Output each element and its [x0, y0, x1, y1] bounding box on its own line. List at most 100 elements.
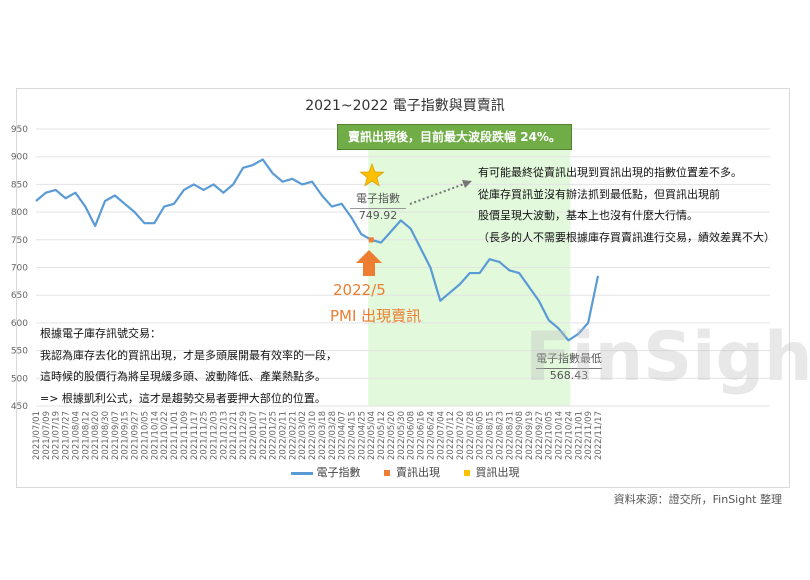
x-tick-label: 2022/04/15	[348, 411, 358, 460]
x-tick-label: 2021/11/25	[200, 411, 210, 460]
sell-callout-name: 電子指數	[350, 190, 406, 209]
left-note: 根據電子庫存訊號交易： 我認為庫存去化的買訊出現，才是多頭展開最有效率的一段， …	[40, 323, 337, 409]
x-tick-label: 2021/09/07	[111, 411, 121, 460]
finsight-watermark: FinSight	[525, 318, 810, 397]
legend-buy-swatch	[463, 470, 470, 476]
y-tick-label: 600	[11, 319, 28, 329]
y-tick-label: 700	[11, 264, 28, 274]
x-tick-label: 2022/05/30	[397, 411, 407, 460]
legend-item-index: 電子指數	[290, 464, 361, 480]
x-tick-label: 2022/10/05	[545, 411, 555, 460]
highlight-box: 賣訊出現後，目前最大波段跌幅 24%。	[337, 124, 572, 150]
y-tick-label: 650	[11, 291, 28, 301]
sell-date-label: 2022/5	[333, 281, 386, 299]
x-tick-label: 2022/05/20	[387, 411, 397, 460]
x-tick-label: 2022/11/09	[584, 411, 594, 460]
sell-signal-label: PMI 出現賣訊	[330, 307, 422, 325]
x-tick-label: 2022/08/23	[495, 411, 505, 460]
x-tick-label: 2021/07/27	[62, 411, 72, 460]
x-tick-label: 2022/07/04	[436, 411, 446, 460]
x-tick-label: 2022/02/11	[279, 411, 289, 460]
x-tick-label: 2022/09/19	[525, 411, 535, 460]
right-note-line: 股價呈現大波動，基本上也沒有什麼大行情。	[478, 209, 698, 222]
sell-callout-value: 749.92	[358, 209, 398, 222]
x-tick-label: 2021/09/27	[131, 411, 141, 460]
index-line	[35, 158, 600, 342]
x-tick-label: 2021/12/13	[219, 411, 229, 460]
legend-item-buy: 買訊出現	[463, 464, 520, 480]
left-note-line: => 根據凱利公式，這才是趨勢交易者要押大部位的位置。	[40, 391, 326, 405]
x-tick-label: 2022/04/07	[338, 411, 348, 460]
x-tick-label: 2021/11/09	[180, 411, 190, 460]
x-tick-label: 2022/06/08	[407, 411, 417, 460]
x-tick-label: 2021/07/01	[32, 411, 42, 460]
x-tick-label: 2021/12/03	[209, 411, 219, 460]
x-tick-label: 2021/10/05	[140, 411, 150, 460]
arrow-head-icon	[462, 180, 472, 188]
y-tick-label: 500	[11, 374, 28, 384]
x-tick-label: 2022/10/24	[564, 411, 574, 460]
x-tick-label: 2022/03/02	[298, 411, 308, 460]
y-tick-label: 800	[11, 208, 28, 218]
sell-signal-marker	[368, 237, 374, 243]
x-tick-label: 2021/07/09	[42, 411, 52, 460]
x-tick-label: 2022/03/28	[328, 411, 338, 460]
x-tick-label: 2021/08/30	[101, 411, 111, 460]
x-tick-label: 2022/05/12	[377, 411, 387, 460]
left-note-line: 根據電子庫存訊號交易：	[40, 327, 161, 340]
x-tick-label: 2021/11/17	[190, 411, 200, 460]
x-tick-label: 2022/07/28	[466, 411, 476, 460]
y-tick-label: 550	[11, 347, 28, 357]
legend-label: 電子指數	[316, 466, 361, 479]
x-tick-label: 2022/11/17	[594, 411, 604, 460]
left-note-line: 我認為庫存去化的買訊出現，才是多頭展開最有效率的一段，	[40, 348, 337, 362]
x-tick-label: 2021/10/22	[160, 411, 170, 460]
x-tick-label: 2021/12/21	[229, 411, 239, 460]
x-tick-label: 2022/11/01	[574, 411, 584, 460]
x-tick-label: 2021/08/04	[71, 411, 81, 460]
legend: 電子指數 賣訊出現 買訊出現	[0, 464, 810, 480]
x-tick-label: 2022/09/08	[515, 411, 525, 460]
up-arrow-icon	[356, 250, 382, 276]
right-note-line: 有可能最終從賣訊出現到買訊出現的指數位置差不多。	[478, 166, 742, 179]
x-tick-label: 2021/08/20	[91, 411, 101, 460]
x-tick-label: 2022/08/05	[476, 411, 486, 460]
low-callout-value: 568.43	[549, 369, 589, 382]
x-tick-label: 2021/09/15	[121, 411, 131, 460]
x-tick-label: 2022/03/18	[318, 411, 328, 460]
chart-title: 2021~2022 電子指數與買賣訊	[305, 98, 505, 114]
x-tick-label: 2022/06/24	[426, 411, 436, 460]
y-tick-label: 750	[11, 236, 28, 246]
x-tick-label: 2022/07/12	[446, 411, 456, 460]
right-note-line: 從庫存買訊並沒有辦法抓到最低點，但買訊出現前	[478, 187, 720, 201]
x-tick-label: 2022/02/21	[288, 411, 298, 460]
x-tick-label: 2022/03/10	[308, 411, 318, 460]
legend-sell-swatch	[384, 470, 390, 476]
x-tick-label: 2021/10/14	[150, 411, 160, 460]
x-tick-label: 2022/04/25	[357, 411, 367, 460]
x-tick-label: 2021/11/01	[170, 411, 180, 460]
x-tick-label: 2022/01/07	[249, 411, 259, 460]
x-tick-label: 2022/06/16	[417, 411, 427, 460]
left-note-line: 這時候的股價行為將呈現緩多頭、波動降低、產業熱點多。	[40, 370, 326, 383]
right-note-line: （長多的人不需要根據庫存買賣訊進行交易，績效差異不大）	[478, 230, 775, 244]
x-tick-label: 2021/08/12	[81, 411, 91, 460]
dotted-arrow	[409, 183, 465, 205]
source-note: 資料來源：證交所，FinSight 整理	[613, 493, 782, 506]
y-tick-label: 950	[11, 125, 28, 135]
low-callout-name: 電子指數最低	[536, 350, 602, 369]
x-tick-label: 2022/01/25	[269, 411, 279, 460]
legend-label: 買訊出現	[475, 466, 520, 479]
x-tick-label: 2021/12/29	[239, 411, 249, 460]
legend-line-swatch	[290, 471, 313, 475]
x-tick-label: 2022/10/14	[555, 411, 565, 460]
legend-item-sell: 賣訊出現	[384, 464, 440, 480]
x-tick-label: 2022/01/17	[259, 411, 269, 460]
chart-frame	[16, 88, 790, 488]
y-tick-label: 450	[11, 402, 28, 412]
y-tick-label: 900	[11, 153, 28, 163]
x-tick-label: 2022/08/15	[486, 411, 496, 460]
x-tick-label: 2022/09/27	[535, 411, 545, 460]
y-tick-label: 850	[11, 180, 28, 190]
